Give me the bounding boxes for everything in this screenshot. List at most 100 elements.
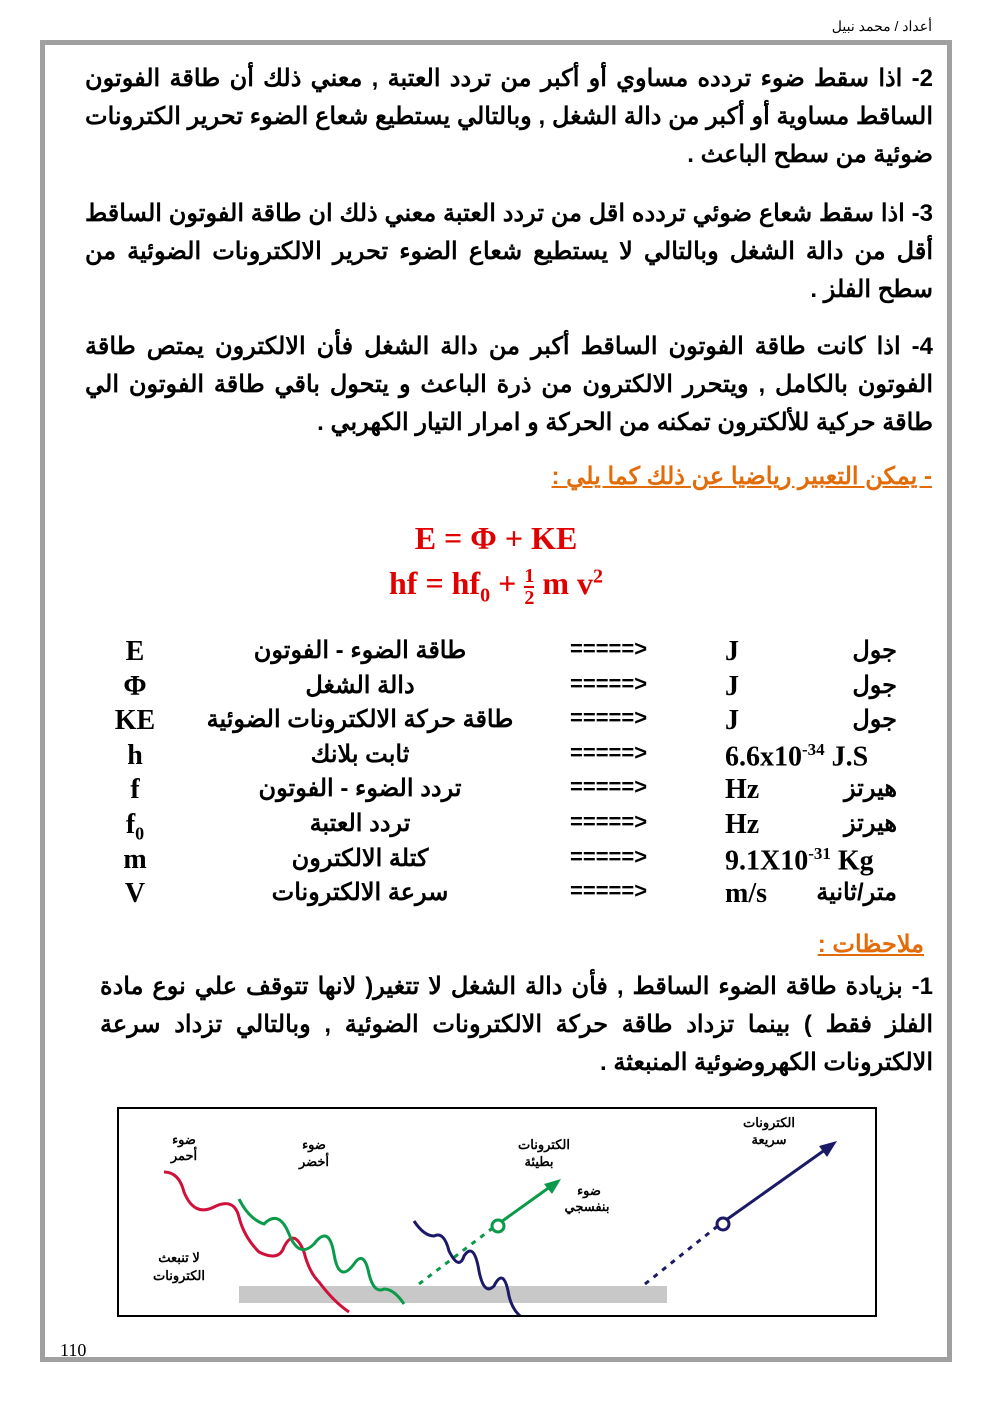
metal-surface <box>239 1286 667 1303</box>
green-label-1: ضوء <box>302 1137 326 1153</box>
unit: J <box>725 636 739 668</box>
symbol-text: Φ <box>123 670 147 702</box>
unit-text: J <box>725 670 739 702</box>
description: طاقة الضوء - الفوتون <box>253 637 467 664</box>
note-1: 1- بزيادة طاقة الضوء الساقط , فأن دالة ا… <box>100 973 933 1076</box>
table-row: KE طاقة حركة الالكترونات الضوئية =====> … <box>0 705 992 739</box>
symbol-text: V <box>124 878 146 910</box>
slow-label-1: الكترونات <box>518 1137 570 1153</box>
slow-arrowhead <box>544 1179 561 1194</box>
unit: Hz <box>725 809 759 841</box>
no-emission-2: الكترونات <box>153 1268 205 1284</box>
symbol-sub: 0 <box>135 823 145 844</box>
arrow: =====> <box>570 670 648 696</box>
no-emission-1: لا تنبعث <box>158 1250 200 1265</box>
description: تردد العتبة <box>309 810 411 837</box>
unit: J <box>725 705 739 737</box>
arrow: =====> <box>570 809 648 834</box>
description: سرعة الالكترونات <box>271 879 449 907</box>
fast-electron <box>715 1216 731 1232</box>
equation-1: E = Φ + KE <box>414 520 578 556</box>
unit-arabic: جول <box>852 637 897 664</box>
symbol: h <box>110 740 160 772</box>
symbol: Φ <box>110 671 160 703</box>
red-label-1: ضوء <box>172 1132 196 1148</box>
symbol-text: f <box>125 809 136 840</box>
symbol-text: h <box>127 739 143 771</box>
symbol: f0 <box>110 809 160 845</box>
paragraph-4: 4- اذا كانت طاقة الفوتون الساقط أكبر من … <box>85 333 933 436</box>
description: طاقة حركة الالكترونات الضوئية <box>206 706 514 734</box>
unit-text: 9.1X10 <box>725 844 809 876</box>
unit-arabic: جول <box>852 671 897 699</box>
page-border-top <box>40 40 952 45</box>
unit: J <box>725 671 739 703</box>
eq2-left: hf = hf <box>388 565 481 601</box>
violet-label-1: ضوء <box>577 1183 601 1199</box>
photoelectric-figure: ضوء أحمر لا تنبعث الكترونات ضوء أخضر الك… <box>117 1107 877 1323</box>
unit-text: J <box>725 705 739 737</box>
slow-electron <box>490 1218 506 1234</box>
symbol: E <box>110 636 160 668</box>
unit-text: Hz <box>725 774 760 806</box>
green-label-2: أخضر <box>298 1153 329 1170</box>
arrow: =====> <box>570 843 648 869</box>
unit-arabic: جول <box>852 706 897 734</box>
fast-arrowhead <box>819 1141 837 1157</box>
fast-electron-arrow <box>718 1145 830 1227</box>
unit: m/s <box>725 878 767 910</box>
arrow: =====> <box>570 636 648 661</box>
description: ثابت بلانك <box>310 740 410 768</box>
arrow: =====> <box>570 705 648 731</box>
frac-num: 1 <box>524 564 535 588</box>
arrow: =====> <box>570 739 648 765</box>
description: تردد الضوء - الفوتون <box>258 775 462 803</box>
unit-sup: -31 <box>808 843 831 863</box>
unit-tail: Kg <box>830 844 874 876</box>
unit: Hz <box>725 774 759 806</box>
eq2-plus: + <box>490 565 525 601</box>
red-light-wave <box>163 1170 350 1314</box>
page-number: 110 <box>60 1340 87 1360</box>
symbol: V <box>110 878 160 910</box>
page-border-right <box>947 40 952 1362</box>
description: دالة الشغل <box>305 671 415 699</box>
violet-label-2: بنفسجي <box>565 1199 610 1215</box>
paragraph-2: 2- اذا سقط ضوء تردده مساوي أو أكبر من تر… <box>85 65 933 168</box>
table-row: E طاقة الضوء - الفوتون =====> J جول <box>0 636 992 670</box>
table-row: f0 تردد العتبة =====> Hz هيرتز <box>0 809 992 845</box>
math-intro-heading: - يمكن التعبير رياضيا عن ذلك كما يلي : <box>551 463 932 490</box>
eq2-sub: 0 <box>480 584 491 607</box>
symbol: KE <box>110 705 160 737</box>
symbol-text: E <box>125 636 145 667</box>
eq2-right: m v <box>534 565 594 601</box>
symbol-text: f <box>130 774 140 806</box>
unit: 6.6x10-34 J.S <box>725 740 868 773</box>
fast-label-1: الكترونات <box>743 1115 795 1131</box>
unit-arabic: هيرتز <box>843 775 897 803</box>
description: كتلة الالكترون <box>291 844 429 872</box>
table-row: h ثابت بلانك =====> 6.6x10-34 J.S <box>0 740 992 774</box>
eq2-sup: 2 <box>593 565 604 588</box>
symbol: m <box>110 844 160 876</box>
arrow: =====> <box>570 878 648 904</box>
unit-sup: -34 <box>802 739 825 759</box>
slow-label-2: بطيئة <box>524 1154 553 1169</box>
table-row: f تردد الضوء - الفوتون =====> Hz هيرتز <box>0 774 992 808</box>
unit-text: J <box>725 636 739 667</box>
green-light-wave <box>237 1198 406 1305</box>
unit-arabic: متر/ثانية <box>816 879 897 907</box>
unit: 9.1X10-31 Kg <box>725 844 874 877</box>
unit-text: 6.6x10 <box>725 741 802 773</box>
table-row: m كتلة الالكترون =====> 9.1X10-31 Kg <box>0 844 992 878</box>
page-border-left <box>40 40 45 1362</box>
unit-text: Hz <box>725 809 760 840</box>
slow-electron-path <box>418 1225 495 1286</box>
table-row: V سرعة الالكترونات =====> m/s متر/ثانية <box>0 878 992 912</box>
unit-arabic: هيرتز <box>843 810 897 837</box>
unit-tail: J.S <box>824 741 869 773</box>
violet-light-wave <box>412 1220 530 1323</box>
paragraph-3: 3- اذا سقط شعاع ضوئي تردده اقل من تردد ا… <box>85 200 933 303</box>
